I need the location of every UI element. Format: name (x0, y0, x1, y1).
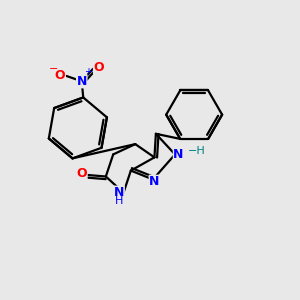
Text: −: − (49, 64, 58, 74)
Text: N: N (114, 186, 124, 199)
Text: −H: −H (188, 146, 206, 156)
Text: N: N (76, 75, 87, 88)
Text: N: N (149, 175, 160, 188)
Text: O: O (94, 61, 104, 74)
Text: H: H (115, 196, 123, 206)
Text: O: O (76, 167, 87, 180)
Text: O: O (55, 69, 65, 82)
Text: +: + (84, 68, 92, 77)
Text: N: N (173, 148, 184, 161)
